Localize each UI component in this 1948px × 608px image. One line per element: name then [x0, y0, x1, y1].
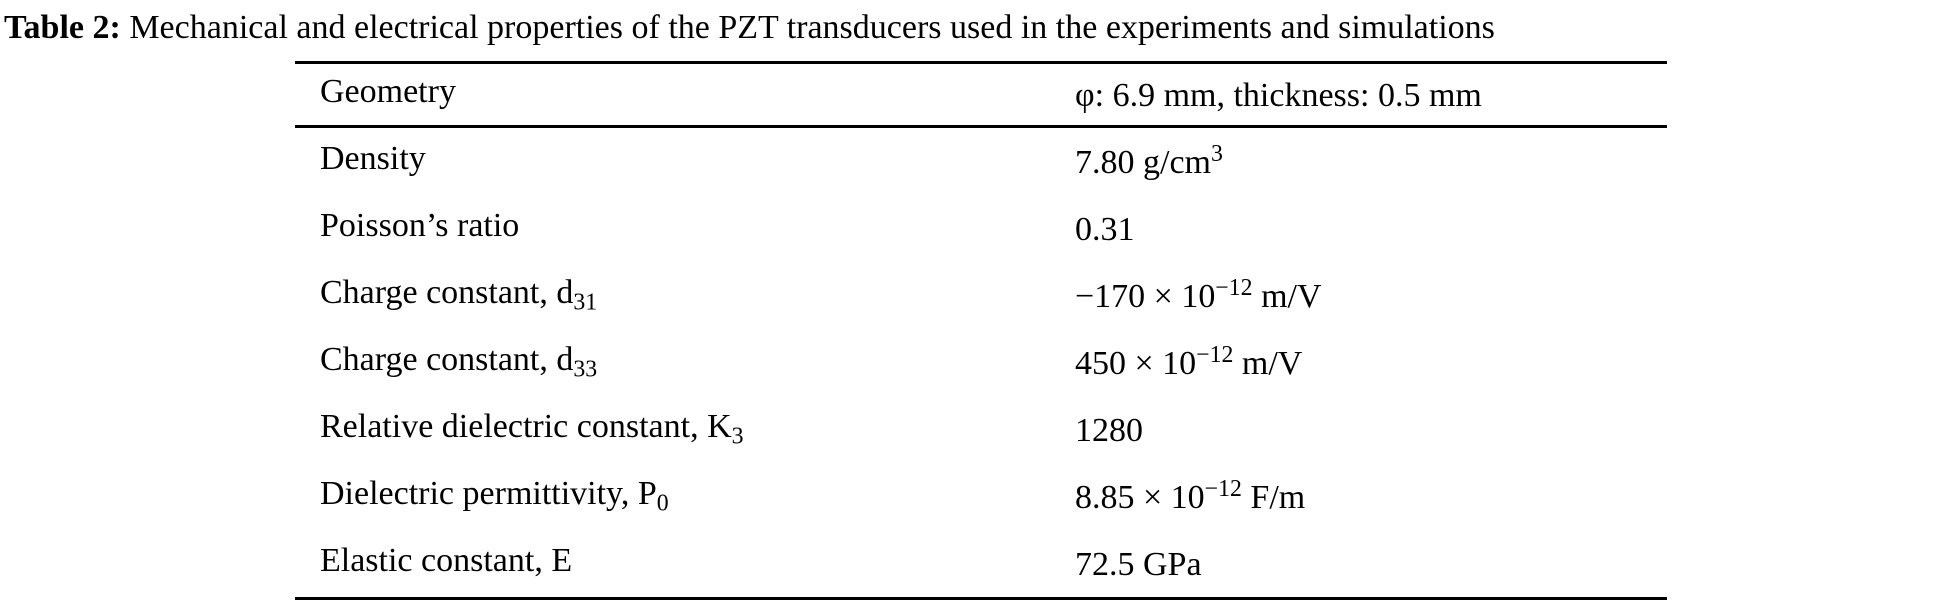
- property-text: Geometry: [320, 72, 456, 110]
- value-text: 0.31: [1075, 210, 1135, 248]
- value-superscript: 3: [1210, 140, 1223, 167]
- value-text: φ: 6.9 mm, thickness: 0.5 mm: [1075, 76, 1482, 114]
- value-cell: 72.5 GPa: [1075, 543, 1667, 584]
- table-caption-text: Mechanical and electrical properties of …: [120, 9, 1495, 46]
- table-row: Poisson’s ratio 0.31: [295, 195, 1667, 262]
- property-subscript: 0: [656, 490, 669, 517]
- table-row: Charge constant, d31 −170 × 10−12 m/V: [295, 262, 1667, 329]
- property-text: Charge constant, d: [320, 340, 574, 378]
- value-suffix: m/V: [1252, 277, 1322, 315]
- value-text: 7.80 g/cm: [1075, 143, 1211, 181]
- value-cell: 7.80 g/cm3: [1075, 141, 1667, 182]
- value-cell: 8.85 × 10−12 F/m: [1075, 476, 1667, 517]
- table-caption-label: Table 2:: [4, 9, 121, 46]
- table-row: Dielectric permittivity, P0 8.85 × 10−12…: [295, 463, 1667, 530]
- property-cell: Geometry: [295, 73, 1075, 116]
- property-cell: Charge constant, d31: [295, 274, 1075, 317]
- value-superscript: −12: [1215, 274, 1253, 301]
- property-subscript: 31: [573, 289, 598, 316]
- property-cell: Charge constant, d33: [295, 341, 1075, 384]
- table-row: Density 7.80 g/cm3: [295, 128, 1667, 195]
- properties-table: Geometry φ: 6.9 mm, thickness: 0.5 mm De…: [295, 60, 1667, 600]
- property-cell: Poisson’s ratio: [295, 207, 1075, 250]
- table-row: Charge constant, d33 450 × 10−12 m/V: [295, 329, 1667, 396]
- table-header-rule: [295, 124, 1667, 128]
- table-row: Elastic constant, E 72.5 GPa: [295, 530, 1667, 597]
- property-subscript: 3: [731, 423, 744, 450]
- value-text: 72.5 GPa: [1075, 545, 1202, 583]
- property-text: Poisson’s ratio: [320, 206, 520, 244]
- property-text: Elastic constant, E: [320, 541, 573, 579]
- value-cell: φ: 6.9 mm, thickness: 0.5 mm: [1075, 74, 1667, 115]
- table-caption: Table 2: Mechanical and electrical prope…: [0, 0, 1948, 49]
- property-cell: Relative dielectric constant, K3: [295, 408, 1075, 451]
- property-text: Dielectric permittivity, P: [320, 474, 657, 512]
- property-subscript: 33: [573, 356, 598, 383]
- table-bottom-rule: [295, 596, 1667, 600]
- table-top-rule: [295, 60, 1667, 64]
- property-cell: Dielectric permittivity, P0: [295, 475, 1075, 518]
- value-suffix: F/m: [1241, 478, 1306, 516]
- value-text: 1280: [1075, 411, 1143, 449]
- property-text: Relative dielectric constant, K: [320, 407, 732, 445]
- table-header-row: Geometry φ: 6.9 mm, thickness: 0.5 mm: [295, 64, 1667, 125]
- value-text: 8.85 × 10: [1075, 478, 1205, 516]
- property-text: Charge constant, d: [320, 273, 574, 311]
- value-cell: −170 × 10−12 m/V: [1075, 275, 1667, 316]
- value-superscript: −12: [1196, 341, 1234, 368]
- property-cell: Elastic constant, E: [295, 542, 1075, 585]
- value-text: 450 × 10: [1075, 344, 1197, 382]
- value-superscript: −12: [1204, 475, 1242, 502]
- value-cell: 1280: [1075, 409, 1667, 450]
- value-cell: 0.31: [1075, 208, 1667, 249]
- value-cell: 450 × 10−12 m/V: [1075, 342, 1667, 383]
- table-row: Relative dielectric constant, K3 1280: [295, 396, 1667, 463]
- value-suffix: m/V: [1233, 344, 1303, 382]
- property-cell: Density: [295, 140, 1075, 183]
- value-text: −170 × 10: [1075, 277, 1216, 315]
- property-text: Density: [320, 139, 426, 177]
